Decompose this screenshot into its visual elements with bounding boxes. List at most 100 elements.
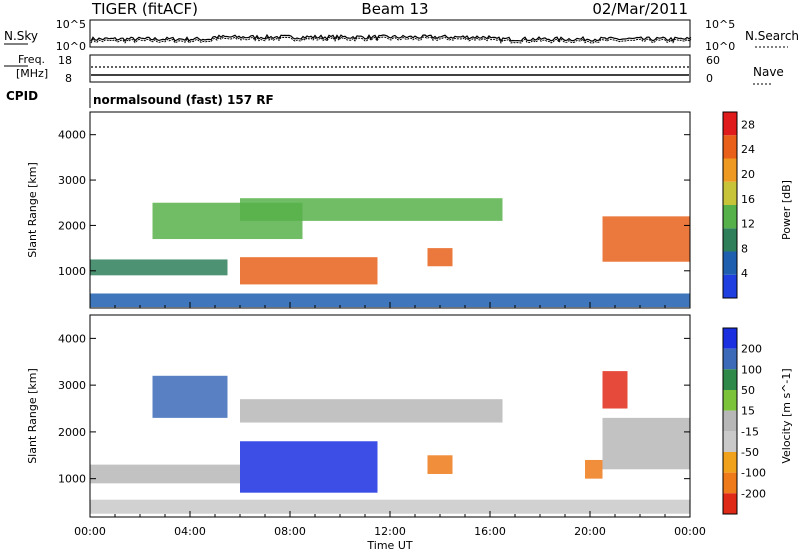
power-region-6 [602,216,690,262]
velocity-colorbar-swatch-7 [723,472,737,494]
power-colorbar-swatch-2 [723,228,737,252]
power-colorbar-label: Power [dB] [780,180,793,240]
velocity-colorbar-swatch-6 [723,452,737,473]
date-title: 02/Mar/2011 [592,0,688,18]
velocity-regions [90,371,690,514]
cpid-label: CPID [6,89,38,103]
power-ytick-label-2: 3000 [58,174,86,187]
velocity-colorbar-frame [722,327,738,515]
power-colorbar-swatch-4 [723,181,737,205]
nave-tick-bottom: 0 [706,72,713,85]
power-colorbar-swatch-7 [723,112,737,136]
velocity-ytick-label-1: 2000 [58,426,86,439]
velocity-colorbar-tick-7: -200 [741,487,766,500]
velocity-region-2 [152,375,228,418]
velocity-region-5 [427,455,453,474]
power-y-ticks: 1000 2000 3000 4000 [58,129,690,278]
power-regions [90,198,690,308]
freq-tick-top: 18 [58,54,72,67]
freq-unit-label: [MHz] [16,67,48,80]
nsearch-trace [90,36,692,44]
velocity-colorbar-swatch-3 [723,390,737,411]
power-region-4 [240,198,503,221]
velocity-region-0 [90,499,690,514]
nave-tick-top: 60 [706,54,720,67]
power-region-3 [240,257,378,285]
velocity-colorbar-tick-2: 50 [741,384,755,397]
x-tick-label-6: 00:00 [674,525,706,538]
station-title: TIGER (fitACF) [91,0,198,18]
nsky-trace [90,33,692,43]
velocity-ytick-label-2: 3000 [58,379,86,392]
velocity-colorbar-tick-1: 100 [741,363,762,376]
velocity-region-6 [585,459,603,479]
freq-label: Freq. [18,53,45,66]
nsky-left-tick-bottom: 10^0 [56,40,86,53]
velocity-colorbar-ticks: 200 100 50 15 -15 -50 -100 -200 [741,343,766,501]
power-colorbar-tick-1: 8 [741,242,748,255]
power-colorbar-tick-6: 28 [741,118,755,131]
nsky-left-tick-top: 10^5 [56,18,86,31]
velocity-ytick-label-3: 4000 [58,332,86,345]
velocity-colorbar-swatch-8 [723,493,737,514]
velocity-colorbar-label: Velocity [m s^-1] [780,368,793,463]
freq-panel-frame [89,54,691,83]
velocity-colorbar-tick-0: 200 [741,343,762,356]
x-tick-label-5: 20:00 [574,525,606,538]
velocity-region-7 [602,417,690,470]
power-colorbar-swatch-1 [723,251,737,275]
velocity-ytick-label-0: 1000 [58,473,86,486]
velocity-colorbar-tick-4: -15 [741,425,759,438]
velocity-colorbar-tick-6: -100 [741,467,766,480]
power-colorbar-ticks: 4 8 12 16 20 24 28 [741,118,755,280]
x-tick-label-4: 16:00 [474,525,506,538]
x-tick-labels: 00:00 04:00 08:00 12:00 16:00 20:00 00:00 [74,525,706,538]
nsky-panel-frame [89,19,691,48]
power-colorbar-tick-3: 16 [741,193,755,206]
nsky-panel: N.Sky 10^5 10^0 10^5 10^0 N.Search [4,18,799,53]
velocity-region-8 [602,371,628,409]
velocity-colorbar-swatches [723,328,737,514]
velocity-y-ticks: 1000 2000 3000 4000 [58,332,690,486]
power-x-ticks [89,302,691,308]
nave-label: Nave [753,65,784,79]
x-tick-label-2: 08:00 [274,525,306,538]
velocity-colorbar: 200 100 50 15 -15 -50 -100 -200 Velocity [m s^-… [722,327,793,515]
power-colorbar-swatch-5 [723,158,737,182]
power-colorbar-tick-0: 4 [741,267,748,280]
power-panel: Slant Range [km] 1000 2000 3000 4000 4 8 12 16… [26,111,793,309]
x-tick-label-0: 00:00 [74,525,106,538]
nsky-label: N.Sky [4,29,38,43]
velocity-colorbar-swatch-5 [723,431,737,452]
velocity-ylabel: Slant Range [km] [26,368,39,464]
power-colorbar-swatch-0 [723,274,737,298]
beam-title: Beam 13 [361,0,428,18]
nsearch-label: N.Search [745,29,799,43]
power-colorbar-swatch-6 [723,135,737,159]
power-colorbar-tick-5: 24 [741,143,755,156]
power-ytick-label-3: 4000 [58,129,86,142]
velocity-panel: Slant Range [km] 1000 2000 3000 4000 200 100… [26,314,793,518]
power-colorbar-frame [722,111,738,299]
velocity-colorbar-swatch-2 [723,369,737,390]
power-ytick-label-0: 1000 [58,265,86,278]
power-region-0 [90,293,690,308]
power-region-1 [90,259,228,276]
power-colorbar-tick-4: 20 [741,168,755,181]
cpid-panel: CPID normalsound (fast) 157 RF [6,88,274,108]
freq-panel: Freq. [MHz] 18 8 60 0 Nave [4,53,784,85]
power-region-5 [427,248,453,267]
power-ytick-label-1: 2000 [58,219,86,232]
velocity-colorbar-tick-3: 15 [741,405,755,418]
power-colorbar-tick-2: 12 [741,218,755,231]
velocity-colorbar-swatch-0 [723,328,737,349]
x-axis-label: Time UT [366,539,412,552]
velocity-region-3 [240,441,378,493]
power-colorbar-swatch-3 [723,205,737,229]
velocity-region-1 [90,464,240,484]
nsky-right-tick-top: 10^5 [705,18,735,31]
velocity-region-4 [240,399,503,423]
power-ylabel: Slant Range [km] [26,162,39,258]
velocity-colorbar-swatch-1 [723,348,737,370]
